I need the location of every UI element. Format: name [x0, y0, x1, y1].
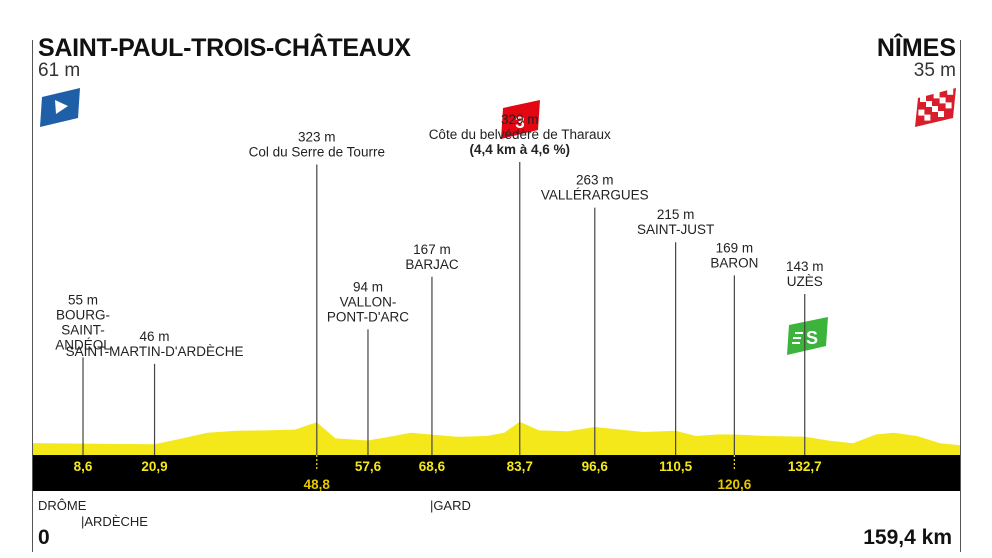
- waypoint-name: BOURG-: [56, 307, 110, 322]
- waypoint-altitude: 169 m: [716, 240, 754, 255]
- department-label: DRÔME: [38, 498, 87, 513]
- start-flag-icon: [40, 88, 80, 127]
- waypoint-km-label: 110,5: [659, 459, 693, 474]
- climb-detail: (4,4 km à 4,6 %): [469, 142, 570, 157]
- finish-flag-icon: [915, 88, 956, 127]
- waypoint-altitude: 167 m: [413, 242, 451, 257]
- elevation-area: [33, 421, 960, 455]
- waypoint-km-label: 120,6: [717, 477, 751, 492]
- waypoint-altitude: 143 m: [786, 259, 824, 274]
- waypoint-name: UZÈS: [787, 274, 823, 289]
- waypoint-altitude: 323 m: [298, 129, 336, 144]
- finish-altitude: 35 m: [913, 60, 956, 81]
- waypoint-altitude: 263 m: [576, 173, 614, 188]
- waypoint-km-label: 20,9: [141, 459, 167, 474]
- waypoint-name: Col du Serre de Tourre: [249, 144, 385, 159]
- distance-start: 0: [38, 526, 50, 549]
- waypoint-km-label: 83,7: [507, 459, 533, 474]
- waypoint-name: PONT-D'ARC: [327, 309, 409, 324]
- waypoint-name: Côte du belvédère de Tharaux: [429, 127, 611, 142]
- distance-total: 159,4 km: [863, 526, 952, 549]
- svg-text:S: S: [806, 328, 818, 348]
- distance-band: [33, 455, 960, 491]
- svg-text:3: 3: [515, 113, 524, 132]
- department-label: |ARDÈCHE: [81, 514, 148, 529]
- finish-town: NÎMES: [876, 34, 956, 62]
- start-altitude: 61 m: [38, 60, 81, 81]
- waypoint-name: SAINT-: [61, 322, 105, 337]
- waypoint-altitude: 215 m: [657, 207, 695, 222]
- waypoint-altitude: 94 m: [353, 279, 383, 294]
- frame-left-line: [32, 40, 33, 552]
- waypoint-km-label: 57,6: [355, 459, 382, 474]
- waypoint-name: VALLÉRARGUES: [541, 188, 649, 203]
- climb-category-3-icon: 3: [501, 100, 540, 139]
- waypoint-km-label: 68,6: [419, 459, 446, 474]
- waypoint-name: BARJAC: [405, 257, 459, 272]
- waypoint-name: VALLON-: [340, 294, 397, 309]
- waypoint-altitude: 329 m: [501, 112, 539, 127]
- waypoint-km-label: 132,7: [788, 459, 822, 474]
- waypoint-km-label: 48,8: [304, 477, 331, 492]
- waypoint-name: ANDÉOL: [55, 337, 111, 352]
- frame-right-line: [960, 40, 961, 552]
- waypoint-name: SAINT-MARTIN-D'ARDÈCHE: [66, 344, 244, 359]
- waypoint-altitude: 46 m: [140, 329, 170, 344]
- department-label: |GARD: [429, 498, 471, 513]
- waypoint-name: SAINT-JUST: [637, 222, 714, 237]
- waypoint-km-label: 8,6: [74, 459, 93, 474]
- waypoint-altitude: 55 m: [68, 292, 98, 307]
- sprint-icon: S: [787, 317, 828, 355]
- start-town: SAINT-PAUL-TROIS-CHÂTEAUX: [38, 34, 411, 62]
- waypoint-km-label: 96,6: [582, 459, 609, 474]
- waypoint-name: BARON: [710, 255, 758, 270]
